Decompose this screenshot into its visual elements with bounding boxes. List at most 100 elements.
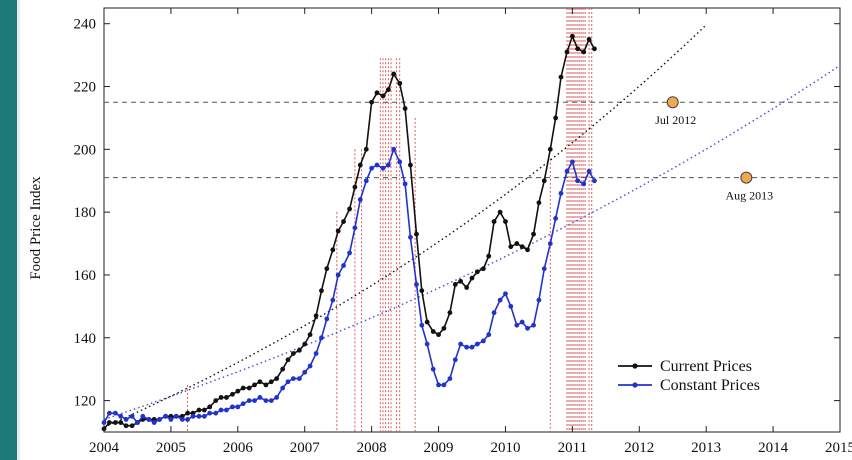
point-current-83 [564, 49, 570, 55]
point-current-19 [207, 404, 213, 410]
point-current-78 [536, 200, 542, 206]
point-constant-20 [213, 410, 219, 416]
point-current-37 [307, 332, 313, 338]
point-constant-31 [274, 395, 280, 400]
x-tick-label-10: 2014 [758, 440, 789, 456]
point-constant-42 [335, 272, 341, 278]
series-line-current [103, 34, 596, 430]
point-constant-12 [168, 417, 174, 422]
legend-label-constant: Constant Prices [660, 377, 760, 394]
legend-label-current: Current Prices [660, 358, 752, 375]
point-current-53 [397, 80, 403, 86]
point-current-50 [380, 93, 386, 99]
point-constant-11 [163, 413, 168, 419]
point-constant-25 [240, 401, 246, 407]
point-current-75 [519, 244, 525, 250]
projection-constant [103, 64, 841, 421]
annotations: Jul 2012 Aug 2013 [655, 96, 773, 203]
point-current-39 [319, 288, 324, 294]
point-current-71 [497, 209, 503, 215]
point-current-56 [414, 231, 419, 237]
point-constant-88 [592, 178, 597, 184]
point-constant-77 [531, 322, 536, 328]
point-constant-61 [441, 382, 447, 388]
point-constant-45 [352, 225, 358, 231]
point-constant-74 [514, 322, 520, 328]
point-constant-58 [424, 341, 430, 347]
point-constant-60 [436, 382, 441, 388]
point-constant-14 [179, 417, 185, 422]
point-constant-80 [547, 241, 553, 246]
point-current-1 [106, 420, 112, 425]
axes: 2004 2005 2006 2007 2008 2009 2010 2011 2012 2013… [74, 8, 852, 456]
point-constant-63 [452, 357, 458, 363]
point-current-30 [268, 379, 274, 385]
point-constant-32 [280, 385, 286, 391]
annotation-label-0: Jul 2012 [655, 113, 696, 127]
point-constant-0 [101, 420, 107, 425]
point-current-60 [436, 332, 441, 338]
y-tick-label-1: 140 [74, 331, 97, 347]
point-current-47 [363, 146, 369, 152]
series-line-constant [103, 147, 596, 424]
point-current-5 [129, 423, 135, 429]
point-current-23 [230, 391, 235, 397]
point-current-45 [352, 184, 358, 190]
point-current-44 [347, 206, 352, 212]
y-tick-label-3: 180 [74, 205, 97, 221]
point-constant-3 [118, 413, 124, 419]
point-constant-27 [252, 398, 257, 403]
point-constant-81 [553, 216, 559, 221]
point-current-64 [458, 278, 464, 284]
point-constant-78 [536, 297, 542, 303]
point-constant-6 [135, 420, 140, 425]
point-current-54 [402, 106, 408, 111]
x-tick-label-6: 2010 [490, 440, 520, 456]
point-constant-65 [464, 344, 470, 350]
point-current-66 [469, 275, 475, 281]
point-constant-87 [586, 168, 592, 174]
point-constant-19 [207, 410, 213, 416]
legend-marker-constant [632, 382, 638, 388]
point-current-31 [274, 376, 280, 382]
point-constant-8 [146, 417, 152, 422]
point-constant-35 [296, 376, 302, 382]
point-constant-51 [385, 162, 391, 168]
slide-accent-edge [17, 0, 20, 460]
point-constant-7 [140, 413, 146, 419]
point-current-77 [531, 231, 536, 237]
point-constant-30 [268, 398, 274, 403]
x-tick-label-9: 2013 [691, 440, 721, 456]
point-current-73 [508, 244, 514, 250]
point-constant-17 [196, 413, 202, 419]
point-constant-53 [397, 159, 403, 165]
point-current-43 [341, 219, 346, 224]
point-current-51 [385, 87, 391, 93]
x-tick-label-4: 2008 [357, 440, 387, 456]
y-tick-label-0: 120 [74, 394, 97, 410]
x-tick-label-11: 2015 [825, 440, 852, 456]
point-constant-75 [519, 319, 525, 325]
point-current-17 [196, 407, 202, 413]
point-current-21 [218, 395, 224, 400]
point-constant-52 [391, 146, 397, 152]
point-current-52 [391, 71, 397, 77]
point-current-42 [335, 228, 341, 234]
point-current-74 [514, 241, 520, 246]
point-constant-37 [307, 363, 313, 369]
point-current-76 [525, 247, 530, 253]
point-constant-39 [319, 335, 324, 341]
point-current-63 [452, 281, 458, 287]
point-current-22 [224, 395, 229, 400]
point-constant-15 [185, 417, 191, 422]
point-current-48 [369, 99, 375, 105]
point-constant-56 [414, 281, 419, 287]
point-current-85 [575, 46, 581, 52]
point-current-82 [558, 74, 564, 80]
point-current-35 [296, 347, 302, 353]
point-current-25 [240, 385, 246, 391]
point-current-4 [123, 423, 129, 429]
point-constant-49 [374, 162, 380, 168]
point-current-86 [581, 49, 587, 55]
